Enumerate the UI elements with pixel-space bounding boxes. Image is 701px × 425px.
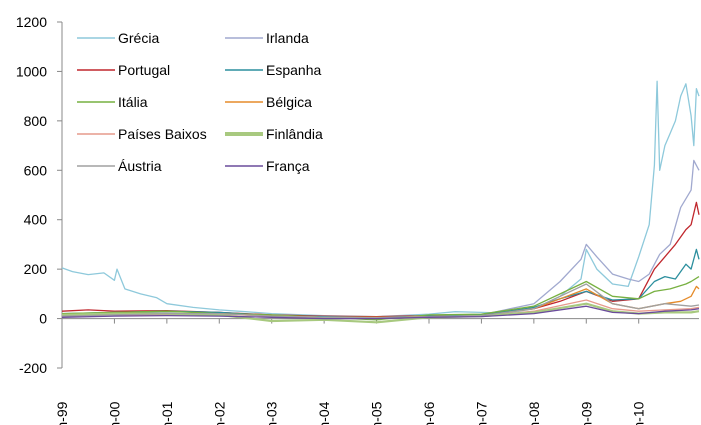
x-tick-label: Jan-07	[473, 401, 489, 425]
legend-label: Grécia	[118, 30, 159, 46]
axes-layer: -200 0 200 400 600 800 1000 1200 Jan-99 Jan-00 Jan…	[16, 14, 699, 425]
x-tick-label: Jan-01	[159, 401, 175, 425]
x-tick-label: Jan-99	[54, 401, 70, 425]
x-tick-label: Jan-00	[106, 401, 122, 425]
legend-label: Itália	[118, 94, 148, 110]
legend-label: Países Baixos	[118, 126, 207, 142]
legend-label: Bélgica	[266, 94, 312, 110]
legend-label: Áustria	[118, 158, 162, 174]
x-tick-label: Jan-08	[526, 401, 542, 425]
series-line-0	[61, 80, 700, 318]
series-line-9	[61, 305, 700, 320]
legend-label: França	[266, 158, 310, 174]
x-tick-label: Jan-02	[211, 401, 227, 425]
y-tick-label: 1000	[16, 63, 47, 79]
series-line-8	[61, 283, 700, 319]
series-line-3	[61, 248, 700, 318]
legend-label: Portugal	[118, 62, 170, 78]
series-line-2	[61, 201, 700, 318]
x-tick-label: Jan-09	[578, 401, 594, 425]
x-tick-label: Jan-05	[369, 401, 385, 425]
x-tick-label: Jan-04	[316, 401, 332, 425]
y-tick-label: 200	[24, 261, 48, 277]
y-tick-label: 800	[24, 113, 48, 129]
y-tick-label: 1200	[16, 14, 47, 30]
legend-label: Irlanda	[266, 30, 309, 46]
y-tick-label: 600	[24, 162, 48, 178]
y-tick-label: 0	[39, 311, 47, 327]
legend-label: Finlândia	[266, 126, 323, 142]
legend: Grécia Irlanda Portugal Espanha Itália Bélgic…	[77, 30, 323, 174]
legend-label: Espanha	[266, 62, 321, 78]
series-line-1	[61, 159, 700, 318]
y-tick-label: -200	[19, 360, 47, 376]
series-layer	[61, 80, 700, 324]
x-tick-label: Jan-03	[264, 401, 280, 425]
x-tick-label: Jan-06	[421, 401, 437, 425]
y-tick-label: 400	[24, 212, 48, 228]
x-tick-label: Jan-10	[631, 401, 647, 425]
